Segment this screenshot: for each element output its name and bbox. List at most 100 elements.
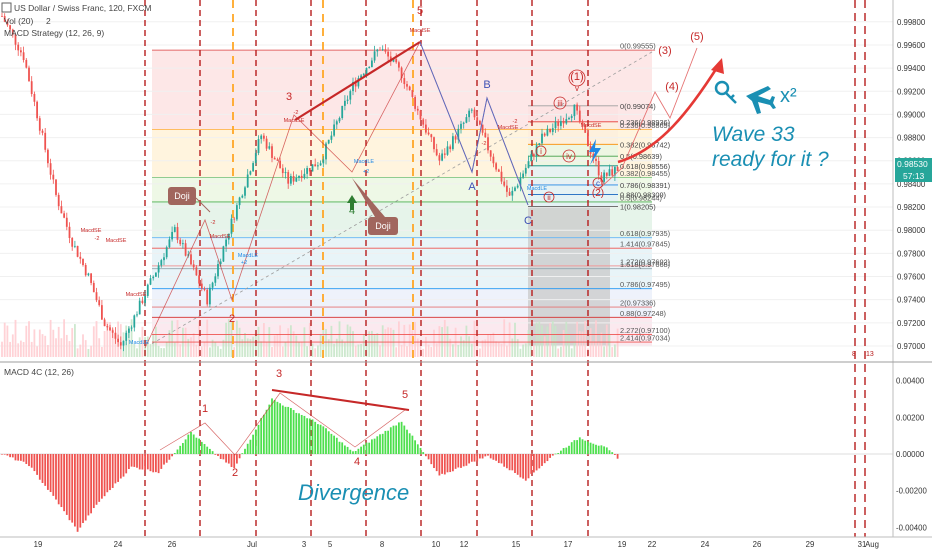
wave-label: (5) — [690, 31, 703, 43]
wave-circle — [535, 145, 547, 157]
volume-bar — [468, 336, 470, 357]
macd-bar — [87, 454, 90, 516]
volume-bar — [406, 346, 408, 357]
macd-bar — [281, 405, 284, 454]
candle-body — [28, 67, 30, 82]
macd-bar — [95, 454, 98, 505]
macd-bar — [44, 454, 47, 486]
price-tick: 0.98800 — [897, 134, 926, 143]
macd-bar — [11, 454, 14, 458]
volume-bar — [160, 348, 163, 357]
candle-body — [341, 105, 344, 118]
volume-bar — [414, 321, 416, 357]
strategy-signal: -2 — [211, 220, 216, 226]
candle-body — [128, 328, 130, 333]
volume-label[interactable]: Vol (20) — [4, 16, 33, 26]
volume-bar — [128, 327, 130, 357]
candle-body — [214, 276, 217, 283]
volume-bar — [284, 342, 287, 357]
candle-body — [616, 167, 619, 171]
candle-body — [557, 121, 560, 126]
macd-wave-label: 3 — [276, 368, 282, 380]
candle-body — [9, 25, 11, 30]
macd-bar — [484, 454, 487, 457]
volume-bar — [379, 345, 381, 357]
candle-body — [506, 185, 508, 192]
candle-body — [276, 159, 279, 161]
candle-body — [195, 267, 198, 276]
volume-bar — [141, 326, 144, 357]
macd-bar — [481, 454, 484, 459]
price-axis[interactable]: 0.99800 0.99600 0.99400 0.99200 0.99000 0.988… — [897, 18, 926, 351]
macd-bar — [71, 454, 74, 523]
strategy-signal: MacdSE — [106, 238, 127, 244]
candle-body — [587, 132, 589, 147]
macd-bar — [122, 454, 125, 477]
candle-body — [592, 153, 595, 159]
macd-bar — [446, 454, 449, 473]
volume-bar — [55, 338, 57, 357]
price-badge: 0.98530 57:13 — [895, 158, 932, 182]
volume-bar — [79, 344, 82, 357]
volume-bar — [241, 339, 244, 357]
macd-bar — [217, 454, 219, 456]
candle-body — [368, 67, 371, 69]
wave-circle — [543, 191, 555, 203]
volume-bar — [538, 321, 541, 357]
volume-bar — [408, 324, 411, 357]
volume-bar — [41, 334, 44, 357]
macd-bar — [101, 454, 103, 499]
lightning-icon — [589, 139, 601, 165]
candle-body — [238, 197, 241, 206]
strategy-signal: MacdSE — [410, 28, 431, 34]
volume-bar — [222, 339, 225, 357]
volume-bar — [317, 345, 319, 357]
volume-bar — [519, 348, 522, 357]
volume-bar — [200, 346, 203, 357]
macd-bar — [541, 454, 543, 466]
collapse-icon[interactable] — [1, 2, 12, 13]
macd-bar — [6, 454, 9, 456]
macd4c-label[interactable]: MACD 4C (12, 26) — [4, 367, 74, 377]
candle-body — [346, 99, 349, 101]
candle-body — [327, 139, 330, 144]
candle-body — [95, 292, 98, 301]
macd-bar — [28, 454, 30, 467]
volume-bar — [614, 344, 616, 357]
macd-bar — [300, 414, 303, 454]
candle-body — [36, 101, 38, 119]
macd-bar — [276, 401, 279, 454]
candle-body — [597, 160, 600, 176]
candle-body — [33, 93, 36, 102]
macd-bar — [155, 454, 157, 473]
macd-bar — [489, 454, 492, 459]
candle-body — [222, 246, 225, 262]
chart-title[interactable]: US Dollar / Swiss Franc, 120, FXCM — [14, 3, 151, 13]
volume-bar — [403, 324, 406, 357]
candle-body — [211, 282, 214, 288]
volume-bar — [111, 328, 114, 357]
macd-axis[interactable]: 0.00400 0.00200 0.00000 -0.00200 -0.00400 — [896, 377, 927, 533]
macd-bar — [287, 406, 290, 454]
candle-body — [17, 44, 20, 51]
target-arrowhead — [711, 58, 724, 74]
candle-body — [454, 136, 457, 140]
macd-bar — [581, 439, 584, 454]
macd-bar — [109, 454, 111, 491]
candle-body — [379, 49, 381, 51]
volume-bar — [236, 320, 238, 357]
macd-bar — [254, 429, 257, 454]
macd-bar — [52, 454, 55, 496]
macd-bar — [527, 454, 530, 479]
macd-bar — [114, 454, 117, 484]
candle-body — [168, 239, 171, 248]
macd-tick: -0.00400 — [896, 523, 927, 532]
wave-label: i — [540, 147, 542, 156]
macd-bar — [600, 445, 603, 454]
wave-label: (3) — [658, 45, 671, 57]
volume-bar — [452, 344, 454, 357]
macd-strategy-label[interactable]: MACD Strategy (12, 26, 9) — [4, 28, 104, 38]
